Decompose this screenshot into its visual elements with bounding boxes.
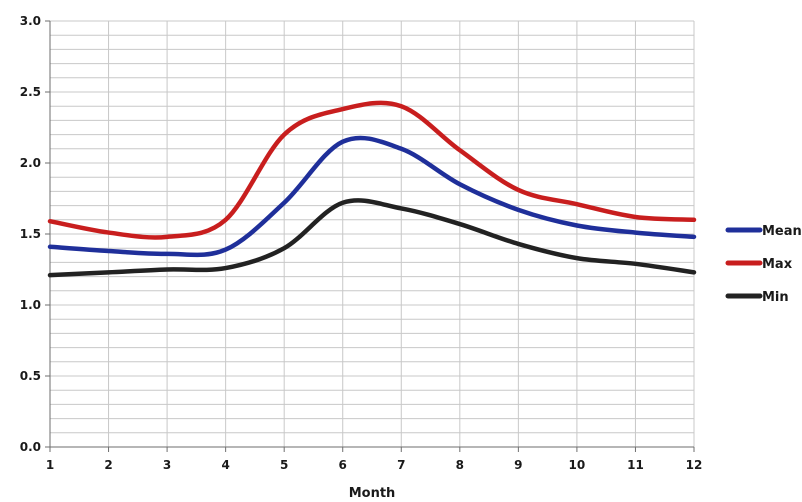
y-tick-label: 3.0: [20, 14, 41, 28]
y-tick-label: 2.5: [20, 85, 41, 99]
x-tick-label: 7: [397, 458, 405, 472]
y-tick-label: 0.0: [20, 440, 41, 454]
y-tick-label: 0.5: [20, 369, 41, 383]
x-tick-labels: 1 2 3 4 5 6 7 8 9 10 11 12: [46, 458, 703, 472]
y-tick-label: 2.0: [20, 156, 41, 170]
grid-lines: [50, 20, 695, 447]
x-tick-label: 10: [569, 458, 586, 472]
x-axis-title: Month: [349, 486, 396, 501]
legend-label-min: Min: [762, 290, 789, 305]
x-tick-label: 2: [104, 458, 112, 472]
x-tick-label: 1: [46, 458, 54, 472]
axes: [45, 20, 695, 452]
legend-label-max: Max: [762, 257, 793, 272]
series-line-max: [47, 100, 697, 240]
legend-label-mean: Mean: [762, 224, 802, 239]
x-tick-label: 11: [627, 458, 644, 472]
x-tick-label: 5: [280, 458, 288, 472]
x-tick-label: 3: [163, 458, 171, 472]
series-lines: [47, 100, 697, 278]
series-line-mean: [47, 135, 697, 258]
x-tick-label: 12: [686, 458, 703, 472]
y-tick-label: 1.5: [20, 227, 41, 241]
x-tick-label: 9: [514, 458, 522, 472]
x-tick-label: 6: [339, 458, 347, 472]
legend: Mean Max Min: [725, 224, 802, 305]
x-tick-label: 4: [221, 458, 229, 472]
x-tick-label: 8: [456, 458, 464, 472]
series-line-min: [47, 198, 697, 278]
y-tick-labels: 0.0 0.5 1.0 1.5 2.0 2.5 3.0: [20, 14, 41, 454]
y-tick-label: 1.0: [20, 298, 41, 312]
